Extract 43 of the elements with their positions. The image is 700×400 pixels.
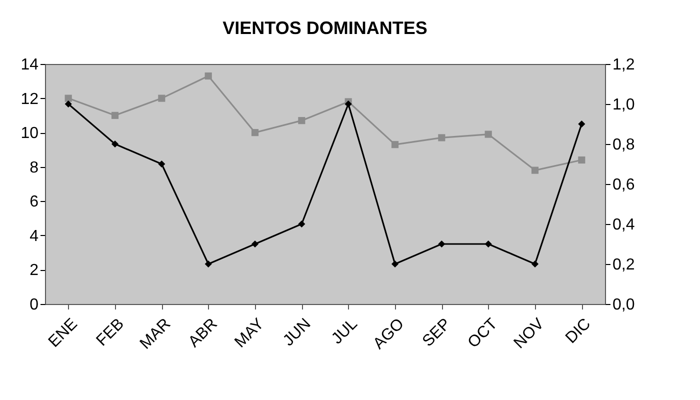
y-tick-label: 4 bbox=[30, 228, 39, 245]
point bbox=[251, 240, 259, 248]
point bbox=[158, 94, 166, 102]
point bbox=[298, 220, 306, 228]
point bbox=[64, 94, 72, 102]
y-tick-label: 6 bbox=[30, 194, 39, 211]
point bbox=[251, 129, 259, 136]
x-tick-label: JUL bbox=[328, 315, 361, 348]
point bbox=[64, 100, 72, 108]
point bbox=[298, 117, 306, 124]
point bbox=[438, 134, 446, 142]
x-tick-label: FEB bbox=[93, 316, 128, 350]
point bbox=[578, 120, 586, 128]
y2-tick-label: 0,4 bbox=[612, 216, 635, 234]
y2-tick-label: 1,0 bbox=[612, 96, 635, 114]
x-tick-label: SEP bbox=[420, 316, 454, 350]
y-tick-label: 2 bbox=[30, 262, 39, 280]
point bbox=[531, 166, 539, 174]
point bbox=[111, 140, 119, 148]
point bbox=[111, 112, 119, 119]
y2-tick-label: 0,8 bbox=[612, 136, 635, 154]
point bbox=[204, 260, 212, 268]
y2-tick-label: 0,0 bbox=[612, 296, 635, 314]
point bbox=[391, 260, 399, 268]
point bbox=[484, 240, 492, 248]
point bbox=[438, 240, 446, 248]
point bbox=[578, 156, 586, 164]
y-tick-label: 12 bbox=[20, 90, 39, 108]
point bbox=[204, 72, 212, 80]
x-tick-label: DIC bbox=[562, 316, 594, 348]
chart-title: VIENTOS DOMINANTES bbox=[222, 18, 428, 38]
y-tick-label: 14 bbox=[20, 56, 39, 74]
point bbox=[391, 141, 399, 148]
point bbox=[484, 130, 492, 138]
y-tick-label: 8 bbox=[30, 159, 39, 176]
y2-tick-label: 0,6 bbox=[612, 176, 635, 194]
y-tick-label: 0 bbox=[30, 296, 39, 314]
y-tick-label: 10 bbox=[20, 125, 39, 142]
point bbox=[531, 260, 539, 268]
y2-tick-label: 0,2 bbox=[612, 256, 635, 274]
y2-tick-label: 1,2 bbox=[612, 56, 635, 74]
point bbox=[344, 100, 352, 108]
point bbox=[158, 160, 166, 168]
